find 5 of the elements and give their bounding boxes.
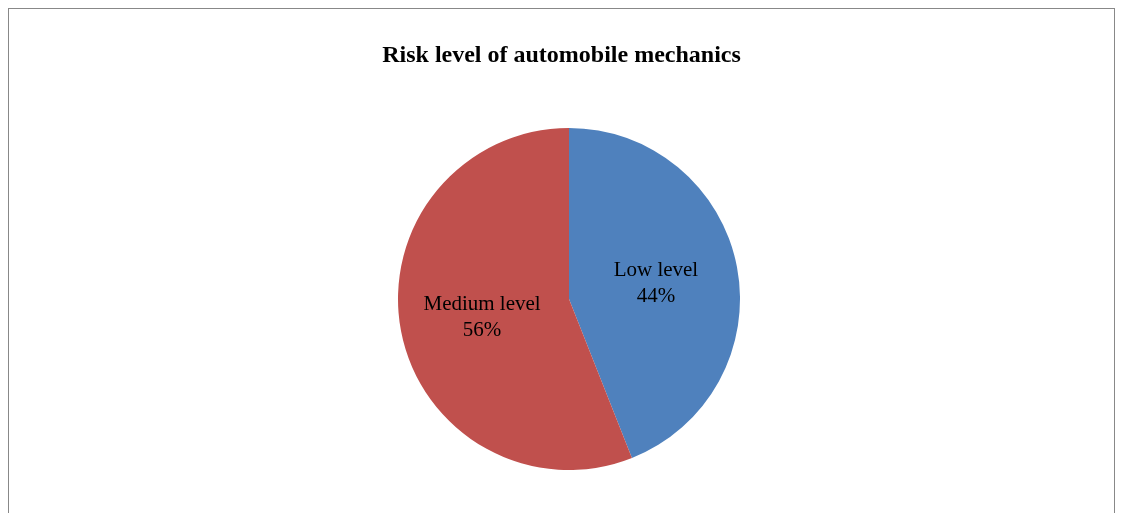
slice-label: Medium level <box>423 290 541 315</box>
slice-label: Low level <box>613 257 699 282</box>
data-label: 56% <box>462 316 502 341</box>
chart-title: Risk level of automobile mechanics <box>382 41 741 67</box>
data-label: 44% <box>636 283 676 308</box>
